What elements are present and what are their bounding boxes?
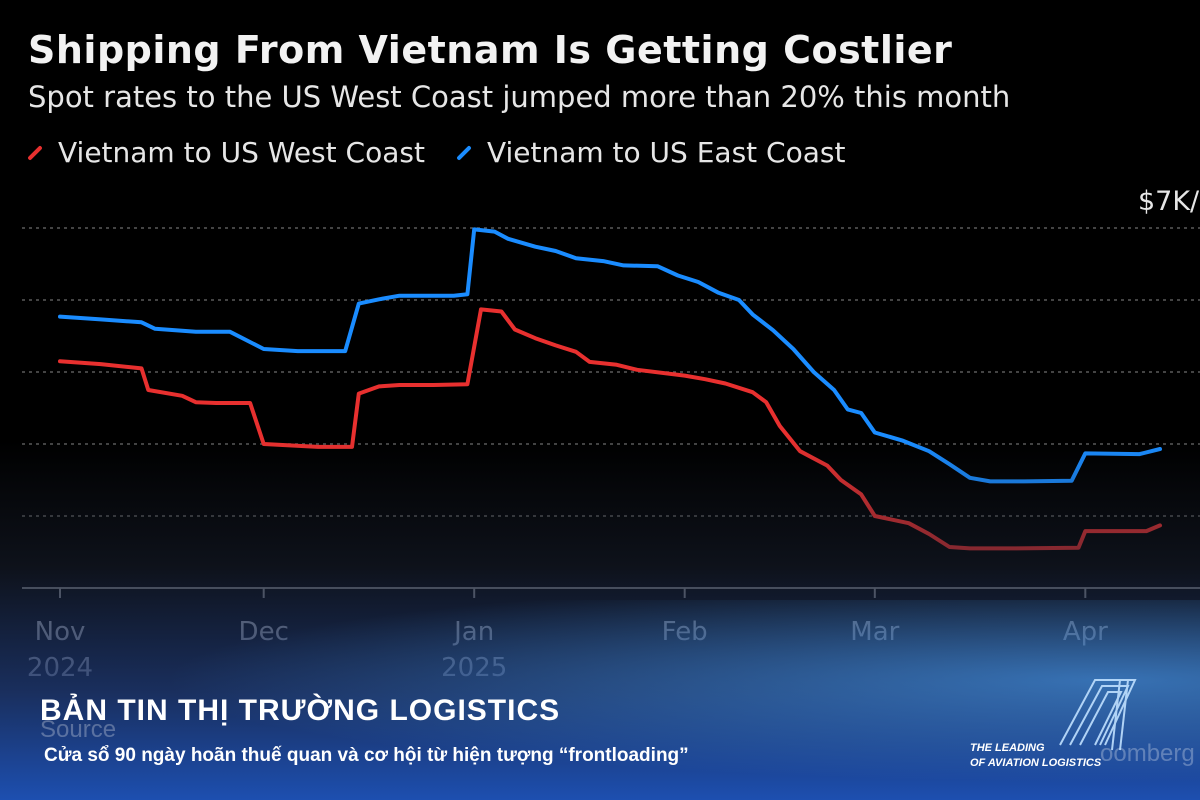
x-tick-label: Dec xyxy=(239,617,289,647)
x-tick-year-label: 2025 xyxy=(441,653,507,683)
y-axis-label: $7K/FE xyxy=(1138,186,1200,217)
chart-title: Shipping From Vietnam Is Getting Costlie… xyxy=(28,28,953,72)
legend-label-west: Vietnam to US West Coast xyxy=(58,136,425,169)
x-tick-label: Jan xyxy=(452,617,494,647)
banner-subtitle: Cửa sổ 90 ngày hoãn thuế quan và cơ hội … xyxy=(44,745,689,766)
legend-label-east: Vietnam to US East Coast xyxy=(486,136,846,169)
source-note: Source xyxy=(40,716,117,743)
banner-title: BẢN TIN THỊ TRƯỜNG LOGISTICS xyxy=(40,694,561,727)
chart-legend: Vietnam to US West Coast Vietnam to US E… xyxy=(26,136,845,169)
logo-line-2: OF AVIATION LOGISTICS xyxy=(970,757,1102,769)
x-tick-year-label: 2024 xyxy=(27,653,93,683)
logo-line-1: THE LEADING xyxy=(970,742,1045,754)
company-logo-icon xyxy=(1059,679,1137,751)
x-tick-label: Feb xyxy=(662,617,708,647)
legend-item-west: Vietnam to US West Coast xyxy=(26,136,425,169)
legend-item-east: Vietnam to US East Coast xyxy=(455,136,846,169)
chart-subtitle: Spot rates to the US West Coast jumped m… xyxy=(28,80,1011,114)
x-tick-label: Mar xyxy=(850,617,899,647)
logo-text: THE LEADING OF AVIATION LOGISTICS xyxy=(970,741,1101,771)
x-tick-label: Apr xyxy=(1063,617,1108,647)
bloomberg-credit: oomberg xyxy=(1100,740,1195,767)
series-line-west-coast xyxy=(58,307,1162,551)
x-tick-label: Nov xyxy=(35,617,86,647)
